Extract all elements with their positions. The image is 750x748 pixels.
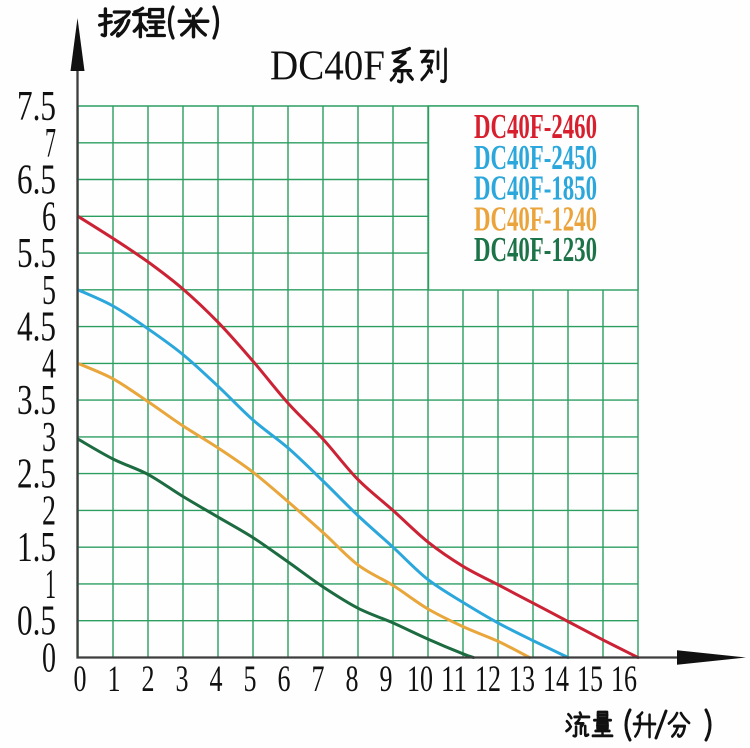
svg-text:14: 14 (543, 659, 569, 700)
svg-text:1.5: 1.5 (17, 525, 56, 571)
svg-text:6: 6 (42, 194, 56, 240)
svg-text:7: 7 (312, 659, 325, 700)
svg-text:2.5: 2.5 (17, 452, 56, 498)
svg-text:5: 5 (42, 268, 56, 314)
svg-text:6.5: 6.5 (17, 158, 56, 204)
svg-text:4: 4 (210, 659, 223, 700)
svg-text:2: 2 (142, 659, 155, 700)
svg-text:3: 3 (176, 659, 189, 700)
svg-text:DC40F-2450: DC40F-2450 (474, 138, 597, 177)
svg-text:0: 0 (74, 659, 87, 700)
svg-text:13: 13 (509, 659, 535, 700)
svg-text:0.5: 0.5 (17, 599, 56, 645)
svg-text:DC40F-1230: DC40F-1230 (474, 230, 597, 269)
svg-text:12: 12 (475, 659, 501, 700)
svg-text:10: 10 (407, 659, 433, 700)
svg-text:3.5: 3.5 (17, 378, 56, 424)
svg-text:16: 16 (611, 659, 637, 700)
svg-text:DC40F: DC40F (270, 44, 385, 90)
svg-text:5: 5 (244, 659, 257, 700)
svg-text:0: 0 (42, 636, 56, 682)
svg-text:4: 4 (42, 341, 56, 387)
svg-text:3: 3 (42, 415, 56, 461)
svg-text:7: 7 (45, 121, 56, 167)
svg-text:5.5: 5.5 (17, 231, 56, 277)
svg-text:DC40F-1240: DC40F-1240 (474, 199, 597, 238)
svg-text:1: 1 (108, 659, 121, 700)
svg-text:4.5: 4.5 (17, 305, 56, 351)
svg-text:8: 8 (346, 659, 359, 700)
svg-text:DC40F-2460: DC40F-2460 (474, 107, 597, 146)
svg-text:9: 9 (380, 659, 393, 700)
svg-text:15: 15 (577, 659, 603, 700)
svg-text:DC40F-1850: DC40F-1850 (474, 169, 597, 208)
svg-text:2: 2 (42, 488, 56, 534)
svg-text:6: 6 (278, 659, 291, 700)
svg-text:1: 1 (45, 562, 56, 608)
svg-text:7.5: 7.5 (17, 84, 56, 130)
svg-text:11: 11 (441, 659, 467, 700)
